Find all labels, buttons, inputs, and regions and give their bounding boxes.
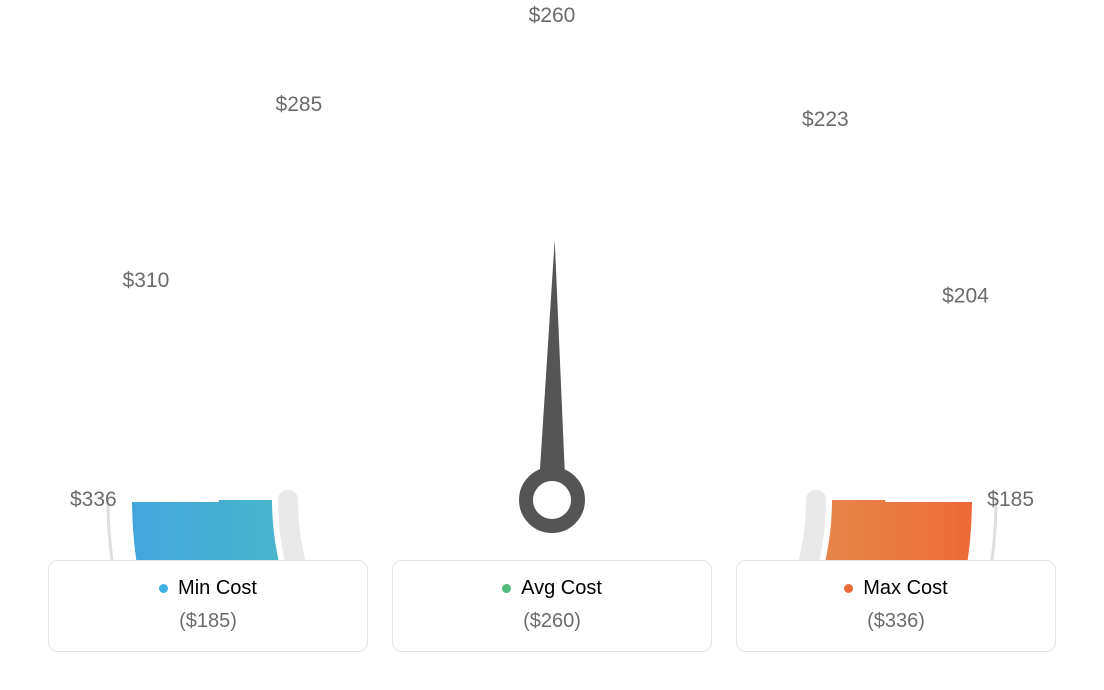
legend-max-dot (844, 584, 853, 593)
legend-avg-dot (502, 584, 511, 593)
cost-gauge: $185 $204 $223 $260 $285 $310 $336 (0, 0, 1104, 560)
legend-row: Min Cost ($185) Avg Cost ($260) Max Cost… (0, 560, 1104, 676)
gauge-svg: $185 $204 $223 $260 $285 $310 $336 (0, 0, 1104, 560)
gauge-tick-label: $204 (942, 284, 989, 307)
legend-max-title: Max Cost (844, 577, 947, 600)
gauge-tick-label: $185 (987, 488, 1034, 511)
legend-min-label: Min Cost (178, 577, 257, 600)
legend-avg-title: Avg Cost (502, 577, 602, 600)
legend-min-card: Min Cost ($185) (48, 560, 368, 652)
gauge-hub (526, 474, 578, 526)
legend-min-value: ($185) (61, 610, 355, 633)
legend-max-value: ($336) (749, 610, 1043, 633)
gauge-tick-label: $310 (123, 269, 170, 292)
gauge-tick-label: $336 (70, 488, 117, 511)
gauge-tick-label: $223 (802, 108, 849, 131)
legend-avg-card: Avg Cost ($260) (392, 560, 712, 652)
legend-avg-value: ($260) (405, 610, 699, 633)
legend-min-dot (159, 584, 168, 593)
gauge-needle (538, 240, 566, 500)
legend-max-label: Max Cost (863, 577, 947, 600)
legend-avg-label: Avg Cost (521, 577, 602, 600)
legend-max-card: Max Cost ($336) (736, 560, 1056, 652)
legend-min-title: Min Cost (159, 577, 257, 600)
gauge-tick-label: $285 (276, 93, 323, 116)
gauge-tick-label: $260 (529, 4, 576, 27)
